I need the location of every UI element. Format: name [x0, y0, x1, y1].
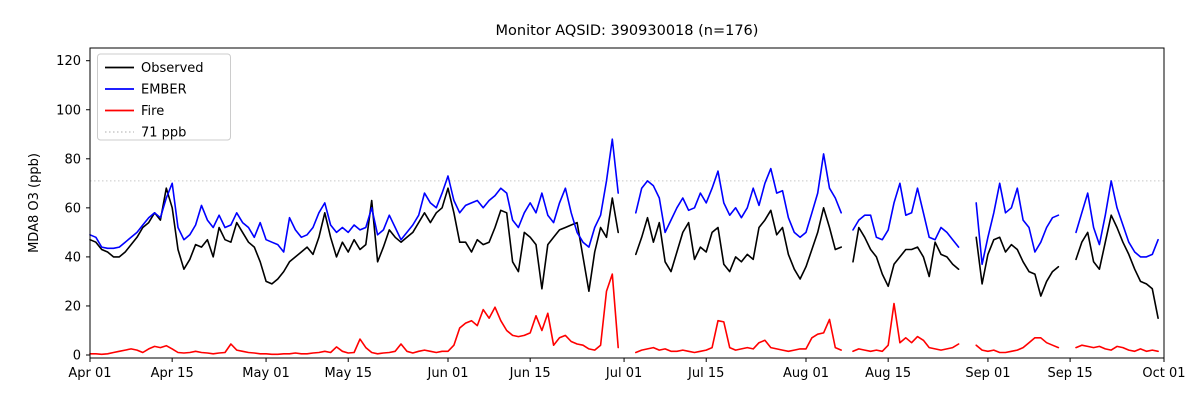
y-tick-label: 20 — [64, 299, 81, 314]
legend: Observed EMBER Fire 71 ppb — [97, 53, 231, 141]
x-tick-label: Sep 15 — [1048, 366, 1093, 381]
fire-line — [1075, 344, 1159, 353]
ember-line — [852, 182, 960, 248]
plot-border — [89, 47, 1165, 359]
y-tick-label: 100 — [56, 103, 81, 118]
fire-line — [975, 336, 1060, 354]
legend-box — [97, 53, 231, 141]
fire-line — [852, 302, 960, 353]
observed-line — [975, 236, 1060, 297]
x-tick-label: Apr 15 — [151, 366, 194, 381]
y-axis-label: MDA8 O3 (ppb) — [27, 153, 42, 253]
fire-line — [89, 273, 620, 356]
y-tick-label: 120 — [56, 54, 81, 69]
legend-label-fire: Fire — [141, 104, 164, 119]
observed-line — [634, 207, 843, 280]
observed-line — [852, 226, 960, 288]
ember-line — [1075, 180, 1159, 258]
y-tick-label: 0 — [73, 349, 81, 364]
legend-label-ember: EMBER — [141, 83, 187, 98]
legend-label-threshold: 71 ppb — [141, 126, 186, 141]
x-tick-label: Aug 01 — [783, 366, 829, 381]
legend-label-observed: Observed — [141, 61, 204, 76]
axes-group: Apr 01 Apr 15 May 01 May 15 Jun 01 Jun 15 Jul … — [56, 54, 1185, 381]
y-tick-label: 60 — [64, 201, 81, 216]
ember-line — [89, 138, 620, 253]
chart-title: Monitor AQSID: 390930018 (n=176) — [496, 23, 759, 39]
x-tick-label: May 15 — [324, 366, 372, 381]
x-tick-label: Jul 15 — [687, 366, 724, 381]
x-tick-label: Aug 15 — [865, 366, 911, 381]
x-tick-label: Sep 01 — [965, 366, 1010, 381]
observed-line — [89, 187, 620, 293]
x-tick-label: Oct 01 — [1142, 366, 1185, 381]
series-lines-group — [89, 138, 1159, 356]
observed-line — [1075, 214, 1159, 320]
x-tick-label: Jun 01 — [427, 366, 469, 381]
x-tick-label: May 01 — [242, 366, 290, 381]
fire-line — [634, 318, 843, 354]
x-tick-label: Jun 15 — [509, 366, 551, 381]
x-tick-label: Apr 01 — [68, 366, 111, 381]
y-tick-label: 80 — [64, 152, 81, 167]
ember-line — [634, 153, 843, 239]
y-tick-label: 40 — [64, 250, 81, 265]
ember-line — [975, 182, 1060, 266]
x-tick-label: Jul 01 — [605, 366, 642, 381]
